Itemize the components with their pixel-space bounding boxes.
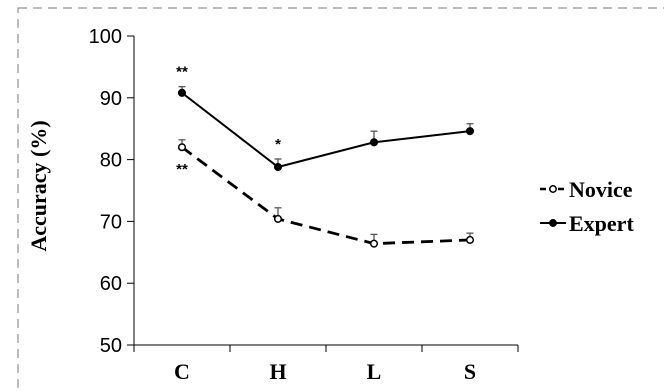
data-point-novice [177, 143, 187, 152]
series-expert [177, 86, 475, 172]
data-point-expert [177, 88, 187, 97]
legend-item-expert: Expert [540, 211, 634, 236]
x-tick-label: H [269, 359, 286, 384]
y-tick-label: 50 [100, 335, 122, 357]
legend-expert-marker [549, 219, 557, 227]
data-point-expert [465, 127, 475, 136]
chart-frame [17, 7, 664, 391]
legend-novice-marker [549, 185, 557, 193]
legend-item-novice: Novice [540, 177, 633, 202]
data-point-expert [273, 162, 283, 172]
legend: Novice Expert [540, 177, 634, 236]
significance-marker: * [275, 136, 281, 153]
x-tick-label: L [367, 359, 382, 384]
data-point-novice [465, 235, 475, 244]
significance-marker: ** [176, 64, 188, 81]
y-axis: 50 60 70 80 90 100 [89, 26, 135, 357]
series-layer [177, 86, 475, 248]
y-tick-label: 100 [89, 26, 122, 48]
data-point-novice [273, 214, 283, 223]
y-tick-label: 80 [100, 150, 122, 172]
legend-novice-label: Novice [569, 177, 633, 202]
legend-expert-label: Expert [569, 211, 634, 236]
y-axis-label: Accuracy (%) [26, 120, 51, 251]
series-novice-line [181, 146, 471, 246]
annotation-layer: ***** [176, 64, 281, 179]
data-point-expert [369, 138, 379, 147]
data-point-novice [369, 239, 379, 248]
significance-marker: ** [176, 161, 188, 178]
x-tick-label: S [464, 359, 476, 384]
series-expert-line [181, 92, 471, 169]
series-novice [177, 139, 475, 248]
y-tick-label: 70 [100, 211, 122, 233]
y-tick-label: 90 [100, 88, 122, 110]
y-tick-label: 60 [100, 273, 122, 295]
x-tick-label: C [174, 359, 190, 384]
